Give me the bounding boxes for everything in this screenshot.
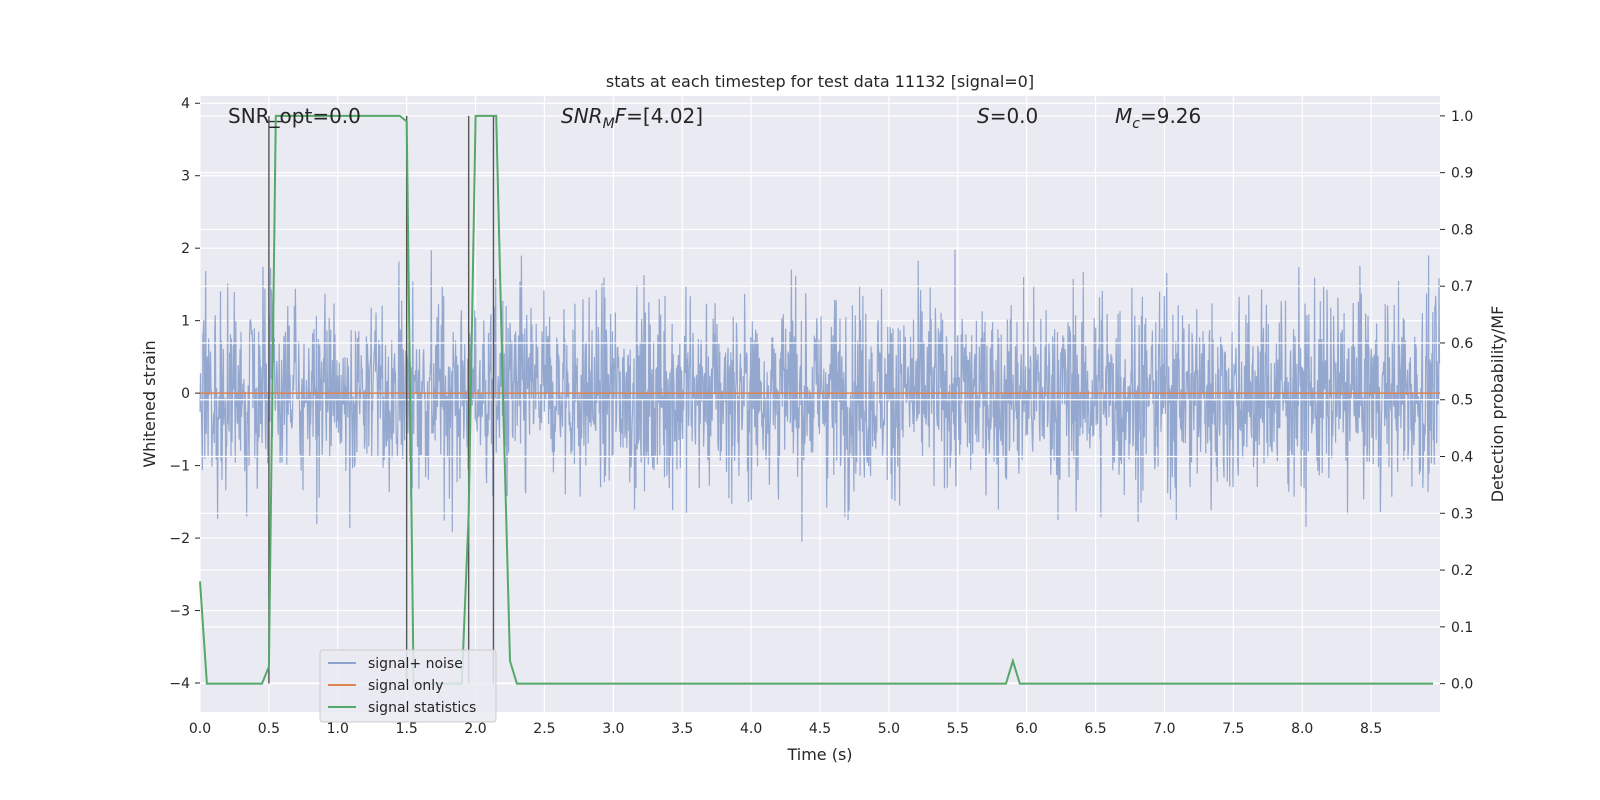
x-tick-label: 1.0	[327, 721, 349, 737]
right-y-tick-labels: 0.0 0.1 0.2 0.3 0.4 0.5 0.6 0.7 0.8 0.9 1.0	[1440, 109, 1473, 693]
right-tick-label: 0.5	[1451, 393, 1473, 409]
y-tick-label: 0	[181, 386, 190, 402]
annotation-snr-opt: SNR_opt=0.0	[228, 104, 361, 128]
annotation-s: S=0.0	[977, 104, 1038, 128]
x-tick-label: 1.5	[396, 721, 418, 737]
right-tick-label: 0.8	[1451, 222, 1473, 238]
y-axis-label: Whitened strain	[140, 340, 159, 467]
x-tick-label: 5.5	[947, 721, 969, 737]
y-tick-label: 1	[181, 314, 190, 330]
y-tick-label: 3	[181, 169, 190, 185]
x-tick-label: 7.5	[1222, 721, 1244, 737]
x-tick-label: 2.5	[533, 721, 555, 737]
right-tick-label: 0.3	[1451, 506, 1473, 522]
chart-title: stats at each timestep for test data 111…	[606, 72, 1034, 91]
x-tick-label: 6.0	[1016, 721, 1038, 737]
x-tick-label: 0.0	[189, 721, 211, 737]
signal-statistics-series	[199, 114, 1434, 685]
x-tick-labels: 0.0 0.5 1.0 1.5 2.0 2.5 3.0 3.5 4.0 4.5 5.0 5.5 6.0 6…	[189, 721, 1382, 737]
right-tick-label: 0.2	[1451, 563, 1473, 579]
legend-label-signal-only: signal only	[368, 678, 443, 694]
right-tick-label: 0.4	[1451, 450, 1473, 466]
right-tick-label: 1.0	[1451, 109, 1473, 125]
x-tick-label: 3.0	[602, 721, 624, 737]
right-tick-label: 0.1	[1451, 620, 1473, 636]
y-tick-label: 4	[181, 96, 190, 112]
legend: signal+ noise signal only signal statist…	[319, 649, 497, 723]
right-tick-label: 0.7	[1451, 279, 1473, 295]
x-tick-label: 4.0	[740, 721, 762, 737]
y-tick-label: −3	[169, 604, 190, 620]
right-tick-label: 0.6	[1451, 336, 1473, 352]
x-tick-label: 0.5	[258, 721, 280, 737]
x-tick-label: 8.5	[1360, 721, 1382, 737]
legend-box	[319, 649, 497, 723]
x-tick-label: 2.0	[464, 721, 486, 737]
y-tick-label: −2	[169, 531, 190, 547]
y-tick-label: 2	[181, 241, 190, 257]
y-tick-label: −1	[169, 459, 190, 475]
x-tick-label: 7.0	[1153, 721, 1175, 737]
annotation-mc: Mc=9.26	[1115, 104, 1201, 132]
x-axis-label: Time (s)	[786, 745, 852, 764]
right-tick-label: 0.9	[1451, 166, 1473, 182]
x-tick-label: 8.0	[1291, 721, 1313, 737]
legend-label-signal-statistics: signal statistics	[368, 700, 476, 716]
x-tick-label: 5.0	[878, 721, 900, 737]
legend-label-signal-noise: signal+ noise	[368, 656, 463, 672]
x-tick-label: 6.5	[1084, 721, 1106, 737]
y-tick-label: −4	[169, 676, 190, 692]
signal-statistics-line	[199, 114, 1434, 685]
annotation-snr-mf: SNRMF=[4.02]	[561, 104, 703, 132]
annotations: SNR_opt=0.0 SNRMF=[4.02] S=0.0 Mc=9.26	[228, 104, 1201, 132]
x-tick-label: 3.5	[671, 721, 693, 737]
right-tick-label: 0.0	[1451, 677, 1473, 693]
x-tick-label: 4.5	[809, 721, 831, 737]
y-tick-labels: −4 −3 −2 −1 0 1 2 3 4	[169, 96, 200, 692]
right-y-axis-label: Detection probability/MF	[1488, 306, 1507, 503]
